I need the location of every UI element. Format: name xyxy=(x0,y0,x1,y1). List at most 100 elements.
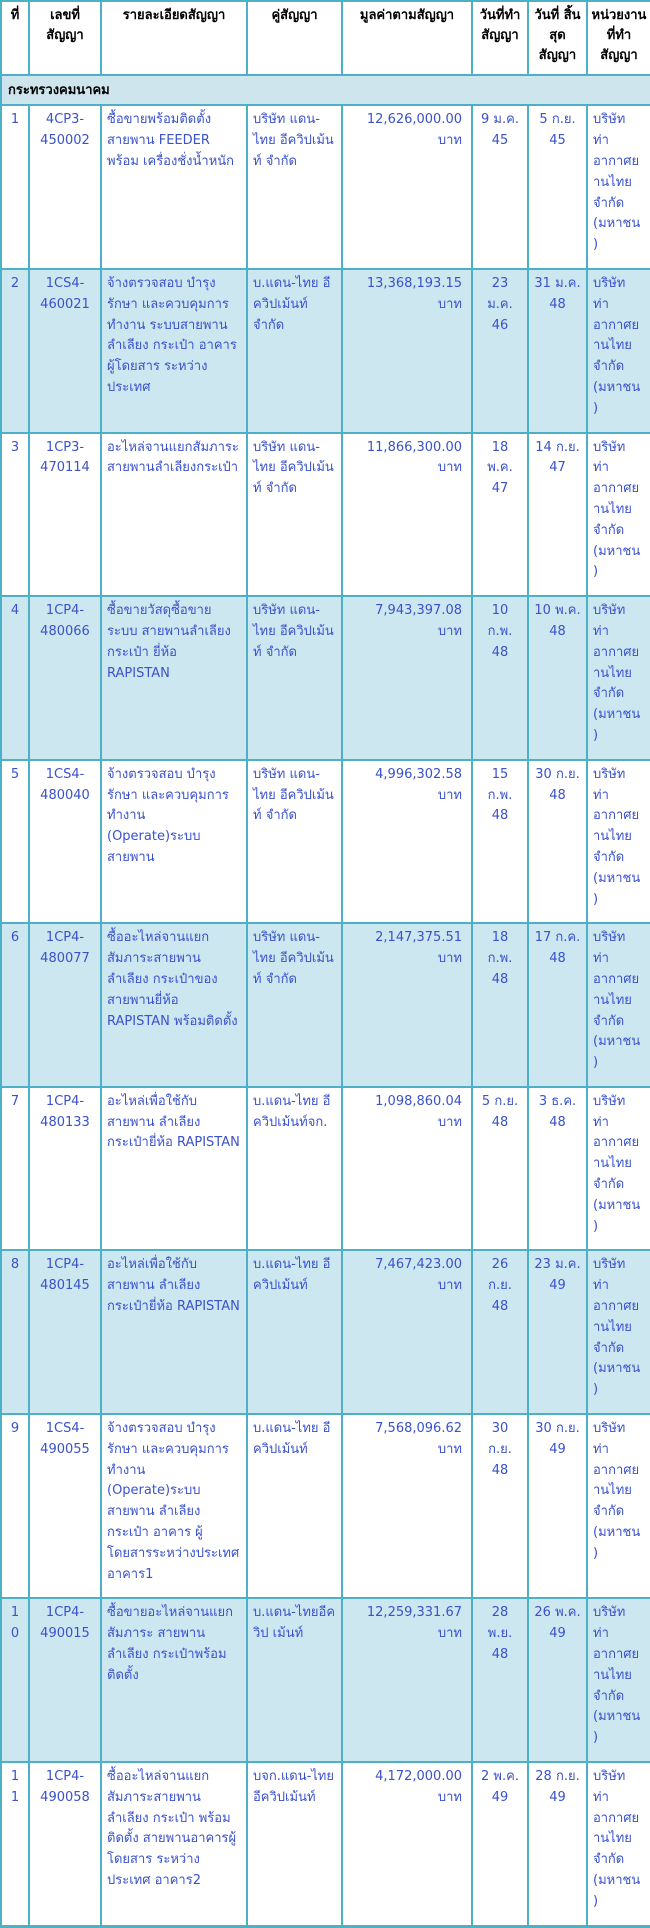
cell-value: 11,866,300.00 บาท xyxy=(341,431,473,598)
cell-start-date: 23 ม.ค. 46 xyxy=(471,268,529,434)
cell-end-date: 31 ม.ค. 48 xyxy=(527,268,588,434)
cell-contract-no: 1CP4-480066 xyxy=(28,595,102,761)
cell-details: อะไหล่จานแยกสัมภาระ สายพานลำเลียงกระเป๋า xyxy=(100,431,248,598)
cell-value: 12,626,000.00 บาท xyxy=(341,104,473,270)
cell-details: จ้างตรวจสอบ บำรุงรักษา และควบคุมการทำงาน… xyxy=(100,1413,248,1600)
table-row: 3 1CP3-470114 อะไหล่จานแยกสัมภาระ สายพาน… xyxy=(0,431,650,598)
cell-value: 2,147,375.51 บาท xyxy=(341,922,473,1088)
column-header-no: ที่ xyxy=(0,0,30,77)
cell-end-date: 23 ม.ค. 49 xyxy=(527,1249,588,1416)
cell-agency: บริษัท ท่า อากาศยานไทย จำกัด (มหาชน) xyxy=(586,104,650,270)
cell-agency: บริษัท ท่า อากาศยานไทย จำกัด (มหาชน) xyxy=(586,268,650,434)
cell-agency: บริษัท ท่า อากาศยานไทย จำกัด (มหาชน) xyxy=(586,1760,650,1928)
table-row: 11 1CP4-490058 ซื้ออะไหล่จานแยก สัมภาระส… xyxy=(0,1760,650,1928)
cell-details: ซื้ออะไหล่จานแยก สัมภาระสายพานลำเลียง กร… xyxy=(100,922,248,1088)
cell-row-number: 4 xyxy=(0,595,30,761)
cell-start-date: 5 ก.ย. 48 xyxy=(471,1085,529,1252)
section-header-row: กระทรวงคมนาคม xyxy=(0,74,650,107)
cell-value: 7,467,423.00 บาท xyxy=(341,1249,473,1416)
cell-start-date: 2 พ.ค. 49 xyxy=(471,1760,529,1928)
cell-party: บ.แดน-ไทย อีควิปเม้นท์ จำกัด xyxy=(246,268,343,434)
cell-contract-no: 1CS4-490055 xyxy=(28,1413,102,1600)
cell-end-date: 5 ก.ย. 45 xyxy=(527,104,588,270)
cell-end-date: 28 ก.ย. 49 xyxy=(527,1760,588,1928)
cell-value: 7,943,397.08 บาท xyxy=(341,595,473,761)
cell-agency: บริษัท ท่า อากาศยานไทย จำกัด (มหาชน) xyxy=(586,1597,650,1763)
cell-value: 13,368,193.15 บาท xyxy=(341,268,473,434)
cell-details: อะไหล่เพื่อใช้กับสายพาน ลำเลียงกระเป๋ายี… xyxy=(100,1249,248,1416)
cell-contract-no: 1CP4-490058 xyxy=(28,1760,102,1928)
cell-value: 1,098,860.04 บาท xyxy=(341,1085,473,1252)
table-row: 7 1CP4-480133 อะไหล่เพื่อใช้กับสายพาน ลำ… xyxy=(0,1085,650,1252)
table-header-row: ที่ เลขที่สัญญา รายละเอียดสัญญา คู่สัญญา… xyxy=(0,0,650,77)
cell-party: บริษัท แดน-ไทย อีควิปเม้นท์ จำกัด xyxy=(246,758,343,925)
cell-start-date: 15 ก.พ. 48 xyxy=(471,758,529,925)
cell-value: 4,996,302.58 บาท xyxy=(341,758,473,925)
cell-row-number: 7 xyxy=(0,1085,30,1252)
column-header-contract-no: เลขที่สัญญา xyxy=(28,0,102,77)
cell-end-date: 3 ธ.ค. 48 xyxy=(527,1085,588,1252)
cell-contract-no: 1CS4-480040 xyxy=(28,758,102,925)
cell-contract-no: 1CP4-480145 xyxy=(28,1249,102,1416)
cell-contract-no: 1CP4-480133 xyxy=(28,1085,102,1252)
cell-details: จ้างตรวจสอบ บำรุงรักษา และควบคุมการทำงาน… xyxy=(100,268,248,434)
cell-party: บ.แดน-ไทย อีควิปเม้นท์จก. xyxy=(246,1085,343,1252)
cell-row-number: 9 xyxy=(0,1413,30,1600)
cell-party: บ.แดน-ไทย อีควิปเม้นท์ xyxy=(246,1413,343,1600)
cell-party: บ.แดน-ไทยอีควิป เม้นท์ xyxy=(246,1597,343,1763)
cell-row-number: 6 xyxy=(0,922,30,1088)
cell-end-date: 30 ก.ย. 49 xyxy=(527,1413,588,1600)
table-row: 1 4CP3-450002 ซื้อขายพร้อมติดตั้ง สายพาน… xyxy=(0,104,650,270)
cell-party: บ.แดน-ไทย อีควิปเม้นท์ xyxy=(246,1249,343,1416)
column-header-end-date: วันที่ สิ้นสุด สัญญา xyxy=(527,0,588,77)
column-header-agency: หน่วยงานที่ทำ สัญญา xyxy=(586,0,650,77)
cell-party: บริษัท แดน-ไทย อีควิปเม้นท์ จำกัด xyxy=(246,431,343,598)
table-row: 9 1CS4-490055 จ้างตรวจสอบ บำรุงรักษา และ… xyxy=(0,1413,650,1600)
cell-agency: บริษัท ท่า อากาศยานไทย จำกัด (มหาชน) xyxy=(586,1085,650,1252)
cell-details: ซื้อขายวัสดุซื้อขายระบบ สายพานลำเลียงกระ… xyxy=(100,595,248,761)
section-title: กระทรวงคมนาคม xyxy=(0,74,650,107)
cell-details: ซื้อขายพร้อมติดตั้ง สายพาน FEEDER พร้อม … xyxy=(100,104,248,270)
cell-agency: บริษัท ท่า อากาศยานไทย จำกัด (มหาชน) xyxy=(586,431,650,598)
table-row: 10 1CP4-490015 ซื้อขายอะไหล่จานแยก สัมภา… xyxy=(0,1597,650,1763)
table-row: 2 1CS4-460021 จ้างตรวจสอบ บำรุงรักษา และ… xyxy=(0,268,650,434)
cell-row-number: 11 xyxy=(0,1760,30,1928)
cell-start-date: 18 พ.ค. 47 xyxy=(471,431,529,598)
cell-party: บจก.แดน-ไทย อีควิปเม้นท์ xyxy=(246,1760,343,1928)
cell-contract-no: 4CP3-450002 xyxy=(28,104,102,270)
cell-row-number: 3 xyxy=(0,431,30,598)
cell-end-date: 14 ก.ย. 47 xyxy=(527,431,588,598)
cell-start-date: 26 ก.ย. 48 xyxy=(471,1249,529,1416)
cell-start-date: 28 พ.ย. 48 xyxy=(471,1597,529,1763)
cell-start-date: 9 ม.ค. 45 xyxy=(471,104,529,270)
table-row: 4 1CP4-480066 ซื้อขายวัสดุซื้อขายระบบ สา… xyxy=(0,595,650,761)
table-row: 5 1CS4-480040 จ้างตรวจสอบ บำรุงรักษา และ… xyxy=(0,758,650,925)
cell-agency: บริษัท ท่า อากาศยานไทย จำกัด (มหาชน) xyxy=(586,1249,650,1416)
cell-value: 4,172,000.00 บาท xyxy=(341,1760,473,1928)
cell-end-date: 10 พ.ค. 48 xyxy=(527,595,588,761)
cell-value: 7,568,096.62 บาท xyxy=(341,1413,473,1600)
cell-agency: บริษัท ท่า อากาศยานไทย จำกัด (มหาชน) xyxy=(586,1413,650,1600)
cell-agency: บริษัท ท่า อากาศยานไทย จำกัด (มหาชน) xyxy=(586,922,650,1088)
cell-details: จ้างตรวจสอบ บำรุงรักษา และควบคุมการทำงาน… xyxy=(100,758,248,925)
cell-contract-no: 1CP3-470114 xyxy=(28,431,102,598)
cell-row-number: 8 xyxy=(0,1249,30,1416)
cell-start-date: 30 ก.ย. 48 xyxy=(471,1413,529,1600)
cell-row-number: 10 xyxy=(0,1597,30,1763)
column-header-start-date: วันที่ทำ สัญญา xyxy=(471,0,529,77)
cell-details: ซื้ออะไหล่จานแยก สัมภาระสายพานลำเลียง กร… xyxy=(100,1760,248,1928)
cell-contract-no: 1CS4-460021 xyxy=(28,268,102,434)
cell-contract-no: 1CP4-480077 xyxy=(28,922,102,1088)
cell-details: อะไหล่เพื่อใช้กับสายพาน ลำเลียงกระเป๋ายี… xyxy=(100,1085,248,1252)
cell-end-date: 26 พ.ค. 49 xyxy=(527,1597,588,1763)
cell-row-number: 1 xyxy=(0,104,30,270)
table-row: 8 1CP4-480145 อะไหล่เพื่อใช้กับสายพาน ลำ… xyxy=(0,1249,650,1416)
cell-contract-no: 1CP4-490015 xyxy=(28,1597,102,1763)
cell-end-date: 17 ก.ค. 48 xyxy=(527,922,588,1088)
cell-details: ซื้อขายอะไหล่จานแยก สัมภาระ สายพานลำเลีย… xyxy=(100,1597,248,1763)
cell-end-date: 30 ก.ย. 48 xyxy=(527,758,588,925)
cell-agency: บริษัท ท่า อากาศยานไทย จำกัด (มหาชน) xyxy=(586,758,650,925)
column-header-details: รายละเอียดสัญญา xyxy=(100,0,248,77)
